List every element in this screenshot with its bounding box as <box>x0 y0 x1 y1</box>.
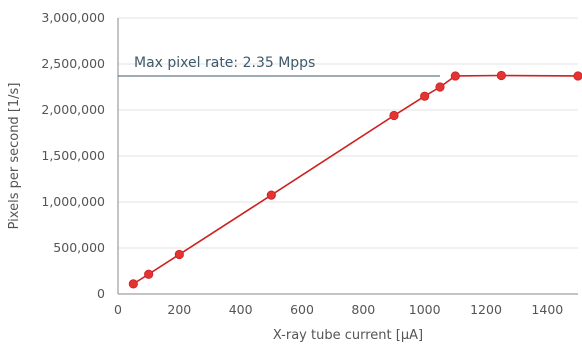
y-tick-label: 1,000,000 <box>41 194 105 209</box>
x-tick-label: 400 <box>229 302 253 317</box>
x-tick-label: 1000 <box>409 302 441 317</box>
data-point <box>420 91 430 101</box>
y-tick-label: 3,000,000 <box>41 10 105 25</box>
series <box>128 70 582 289</box>
data-point <box>174 249 184 260</box>
x-tick-label: 1200 <box>470 302 502 317</box>
data-point <box>496 70 506 81</box>
data-point <box>573 71 582 81</box>
y-tick-label: 500,000 <box>53 240 105 255</box>
data-point <box>266 190 276 200</box>
y-tick-labels: 0 500,000 1,000,000 1,500,000 2,000,000 2,500… <box>41 10 105 301</box>
data-point <box>389 110 399 121</box>
annotation: Max pixel rate: 2.35 Mpps <box>118 55 440 77</box>
axes <box>117 18 578 295</box>
y-tick-label: 0 <box>97 286 105 301</box>
x-tick-labels: 0 200 400 600 800 1000 1200 1400 <box>114 302 563 317</box>
y-tick-label: 2,000,000 <box>41 102 105 117</box>
x-tick-label: 600 <box>290 302 314 317</box>
x-tick-label: 1400 <box>531 302 563 317</box>
y-tick-label: 1,500,000 <box>41 148 105 163</box>
x-tick-label: 800 <box>351 302 375 317</box>
max-rate-label: Max pixel rate: 2.35 Mpps <box>134 55 315 71</box>
y-tick-label: 2,500,000 <box>41 56 105 71</box>
data-point <box>435 82 445 92</box>
y-axis-title: Pixels per second [1/s] <box>7 83 22 230</box>
gridlines <box>118 17 578 249</box>
x-axis-title: X-ray tube current [µA] <box>273 328 423 343</box>
x-tick-label: 0 <box>114 302 122 317</box>
data-point <box>128 279 138 289</box>
series-line <box>132 74 579 285</box>
x-tick-label: 200 <box>167 302 191 317</box>
data-point <box>144 269 154 279</box>
data-point <box>450 71 460 81</box>
